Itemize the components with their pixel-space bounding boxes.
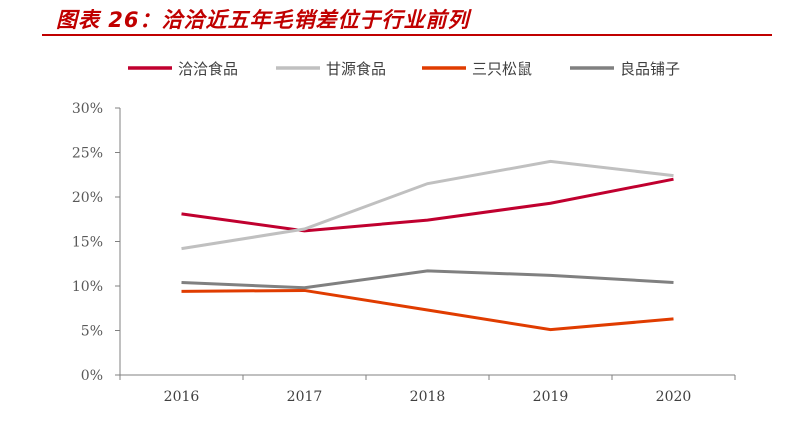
y-tick-label: 5% [81,324,103,340]
legend-label: 洽洽食品 [178,60,238,78]
y-tick-label: 25% [72,146,103,162]
legend-label: 良品铺子 [620,60,680,78]
y-tick-label: 30% [72,101,103,117]
y-tick-label: 0% [81,368,103,384]
legend-label: 甘源食品 [326,60,386,78]
chart-title: 图表 26：洽洽近五年毛销差位于行业前列 [56,8,470,32]
series-line-三只松鼠 [181,288,674,332]
x-tick-label: 2020 [656,389,692,405]
y-tick-label: 20% [72,190,103,206]
y-tick-label: 15% [72,235,103,251]
title-divider [42,34,772,36]
y-tick-label: 10% [72,279,103,295]
series-line-洽洽食品 [181,177,674,233]
x-tick-label: 2019 [533,389,569,405]
x-tick-label: 2016 [164,389,200,405]
series-line-甘源食品 [181,159,674,251]
legend-label: 三只松鼠 [472,60,532,78]
x-tick-label: 2017 [287,389,323,405]
x-tick-label: 2018 [410,389,446,405]
series-line-良品铺子 [181,269,674,290]
